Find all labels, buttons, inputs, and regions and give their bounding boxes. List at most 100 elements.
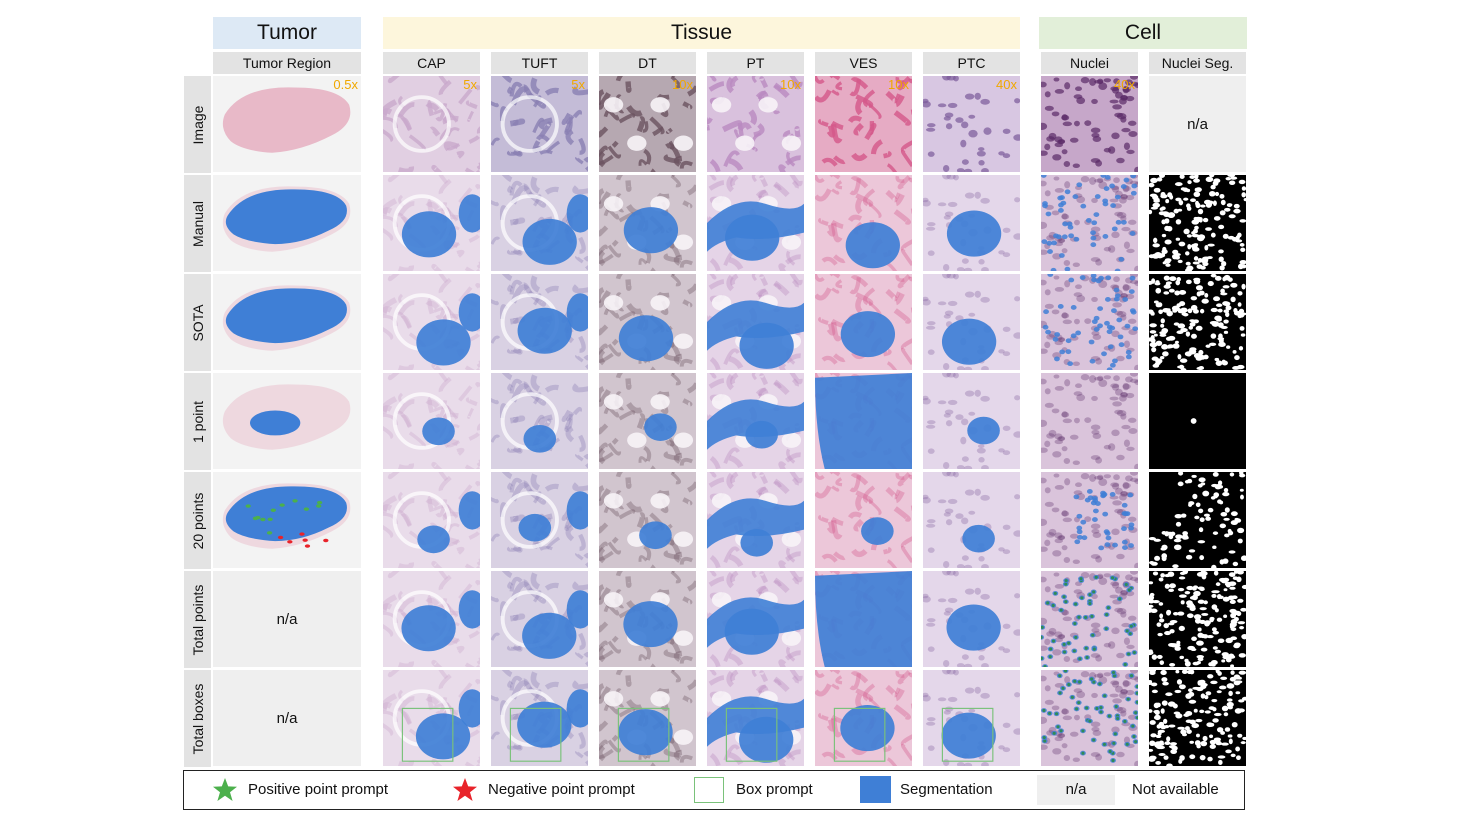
thumbnail-nuclei-seg--manual: [1149, 175, 1246, 271]
thumbnail-nuclei-seg--total-boxes: [1149, 670, 1246, 766]
thumbnail-ves-manual: [815, 175, 912, 271]
thumbnail-dt-image: 10x: [599, 76, 696, 172]
thumbnail-dt-manual: [599, 175, 696, 271]
group-header-tissue-label: Tissue: [670, 21, 733, 44]
row-label-text: Total points: [189, 584, 206, 655]
thumbnail-ves-total-points: [815, 571, 912, 667]
thumbnail-cap-20-points: [383, 472, 480, 568]
thumbnail-cap-image: 5x: [383, 76, 480, 172]
thumbnail-tuft-total-boxes: [491, 670, 588, 766]
thumbnail-tuft-20-points: [491, 472, 588, 568]
thumbnail-nuclei-seg--20-points: [1149, 472, 1246, 568]
row-label-text: Image: [189, 105, 206, 144]
legend-positive-label: Positive point prompt: [248, 781, 389, 798]
thumbnail-pt-total-boxes: [707, 670, 804, 766]
na-cell: n/a: [213, 670, 361, 766]
column-header-0: Tumor Region: [213, 52, 361, 74]
thumbnail-pt-sota: [707, 274, 804, 370]
legend: Positive point prompt Negative point pro…: [183, 770, 1245, 810]
thumbnail-cap-manual: [383, 175, 480, 271]
green-star-icon: [213, 777, 237, 801]
thumbnail-ptc-20-points: [923, 472, 1020, 568]
row-label-6: Total boxes: [184, 670, 211, 767]
thumbnail-dt-sota: [599, 274, 696, 370]
thumbnail-nuclei-seg--1-point: [1149, 373, 1246, 469]
row-label-text: 1 point: [189, 400, 206, 443]
thumbnail-pt-1-point: [707, 373, 804, 469]
thumbnail-ptc-manual: [923, 175, 1020, 271]
na-cell: n/a: [213, 571, 361, 667]
magnification-label: 0.5x: [333, 77, 358, 92]
thumbnail-nuclei-total-boxes: [1041, 670, 1138, 766]
thumbnail-nuclei-20-points: [1041, 472, 1138, 568]
column-header-1: CAP: [383, 52, 480, 74]
thumbnail-ves-1-point: [815, 373, 912, 469]
thumbnail-tuft-total-points: [491, 571, 588, 667]
thumbnail-ptc-total-boxes: [923, 670, 1020, 766]
thumbnail-cap-total-boxes: [383, 670, 480, 766]
thumbnail-tuft-1-point: [491, 373, 588, 469]
thumbnail-nuclei-image: 40x: [1041, 76, 1138, 172]
thumbnail-nuclei-sota: [1041, 274, 1138, 370]
group-header-tumor: Tumor: [213, 17, 361, 49]
thumbnail-tuft-image: 5x: [491, 76, 588, 172]
legend-negative: Negative point prompt: [452, 771, 635, 808]
column-header-6: PTC: [923, 52, 1020, 74]
thumbnail-dt-20-points: [599, 472, 696, 568]
thumbnail-nuclei-seg--sota: [1149, 274, 1246, 370]
magnification-label: 5x: [463, 77, 477, 92]
thumbnail-tuft-manual: [491, 175, 588, 271]
row-label-text: SOTA: [189, 303, 206, 342]
segmentation-swatch: [860, 776, 891, 803]
thumbnail-nuclei-total-points: [1041, 571, 1138, 667]
row-label-text: Total boxes: [189, 683, 206, 754]
thumbnail-ptc-total-points: [923, 571, 1020, 667]
thumbnail-tuft-sota: [491, 274, 588, 370]
group-header-cell: Cell: [1039, 17, 1247, 49]
thumbnail-nuclei-manual: [1041, 175, 1138, 271]
thumbnail-ptc-1-point: [923, 373, 1020, 469]
red-star-icon: [453, 777, 477, 801]
legend-na: n/a Not available: [1037, 771, 1219, 808]
legend-positive: Positive point prompt: [212, 771, 388, 808]
magnification-label: 40x: [1114, 77, 1135, 92]
thumbnail-dt-1-point: [599, 373, 696, 469]
magnification-label: 10x: [672, 77, 693, 92]
row-label-4: 20 points: [184, 472, 211, 569]
magnification-label: 10x: [888, 77, 909, 92]
thumbnail-nuclei-seg--total-points: [1149, 571, 1246, 667]
row-label-3: 1 point: [184, 373, 211, 470]
column-header-4: PT: [707, 52, 804, 74]
column-header-3: DT: [599, 52, 696, 74]
thumbnail-dt-total-boxes: [599, 670, 696, 766]
thumbnail-ves-20-points: [815, 472, 912, 568]
thumbnail-tumor-region-20-points: [213, 472, 361, 568]
group-header-tissue: Tissue: [383, 17, 1020, 49]
group-header-tumor-label: Tumor: [257, 21, 317, 44]
row-label-2: SOTA: [184, 274, 211, 371]
thumbnail-tumor-region-manual: [213, 175, 361, 271]
thumbnail-cap-total-points: [383, 571, 480, 667]
column-header-2: TUFT: [491, 52, 588, 74]
thumbnail-ptc-sota: [923, 274, 1020, 370]
column-header-5: VES: [815, 52, 912, 74]
row-label-text: Manual: [189, 200, 206, 247]
row-label-1: Manual: [184, 175, 211, 272]
legend-negative-label: Negative point prompt: [488, 781, 635, 798]
legend-segmentation-label: Segmentation: [900, 781, 993, 798]
magnification-label: 10x: [780, 77, 801, 92]
magnification-label: 40x: [996, 77, 1017, 92]
na-swatch: n/a: [1037, 774, 1115, 805]
thumbnail-tumor-region-image: 0.5x: [213, 76, 361, 172]
legend-box: Box prompt: [694, 771, 813, 808]
thumbnail-tumor-region-sota: [213, 274, 361, 370]
legend-na-label: Not available: [1132, 781, 1219, 798]
thumbnail-pt-total-points: [707, 571, 804, 667]
column-header-8: Nuclei Seg.: [1149, 52, 1246, 74]
row-label-0: Image: [184, 76, 211, 173]
row-label-5: Total points: [184, 571, 211, 668]
thumbnail-pt-manual: [707, 175, 804, 271]
thumbnail-pt-20-points: [707, 472, 804, 568]
thumbnail-tumor-region-1-point: [213, 373, 361, 469]
group-header-cell-label: Cell: [1124, 21, 1162, 44]
